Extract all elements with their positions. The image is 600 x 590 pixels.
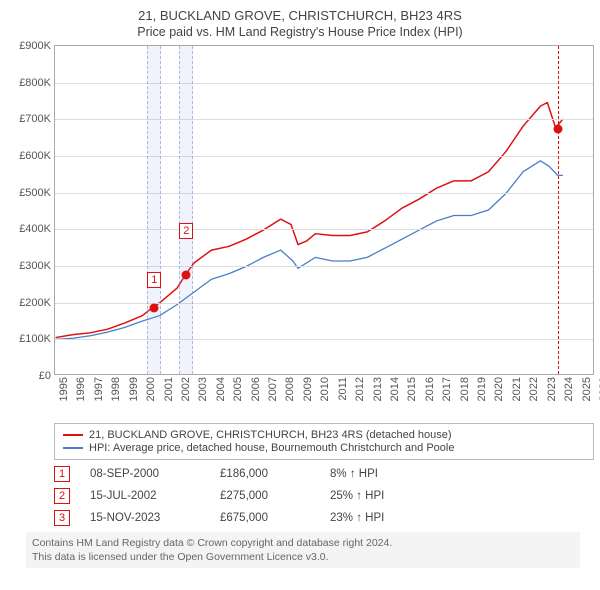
titles: 21, BUCKLAND GROVE, CHRISTCHURCH, BH23 4… bbox=[10, 8, 590, 39]
legend-item: HPI: Average price, detached house, Bour… bbox=[63, 442, 585, 454]
transactions-table: 1 08-SEP-2000 £186,000 8% ↑ HPI 2 15-JUL-2002… bbox=[54, 466, 594, 526]
transaction-hpi: 8% ↑ HPI bbox=[330, 468, 450, 480]
transaction-num: 3 bbox=[54, 510, 70, 526]
x-axis-label: 2006 bbox=[250, 377, 262, 401]
y-axis-label: £200K bbox=[11, 297, 51, 309]
title-subtitle: Price paid vs. HM Land Registry's House … bbox=[10, 25, 590, 39]
legend: 21, BUCKLAND GROVE, CHRISTCHURCH, BH23 4… bbox=[54, 423, 594, 460]
y-axis-label: £300K bbox=[11, 260, 51, 272]
y-axis-label: £900K bbox=[11, 40, 51, 52]
gridline bbox=[55, 303, 593, 304]
x-axis-label: 2020 bbox=[493, 377, 505, 401]
x-axis-label: 2024 bbox=[563, 377, 575, 401]
transaction-num: 1 bbox=[54, 466, 70, 482]
x-axis-label: 2009 bbox=[302, 377, 314, 401]
footer-attribution: Contains HM Land Registry data © Crown c… bbox=[26, 532, 580, 568]
x-axis-label: 1999 bbox=[128, 377, 140, 401]
transaction-price: £275,000 bbox=[220, 490, 310, 502]
transaction-price: £675,000 bbox=[220, 512, 310, 524]
gridline bbox=[55, 339, 593, 340]
transaction-date: 08-SEP-2000 bbox=[90, 468, 200, 480]
footer-line: This data is licensed under the Open Gov… bbox=[32, 550, 574, 564]
y-axis-label: £0 bbox=[11, 370, 51, 382]
highlight-band bbox=[147, 46, 161, 374]
x-axis-labels: 1995 1996 1997 1998 1999 2000 2001 2002 2003 2004… bbox=[54, 375, 594, 417]
transaction-hpi: 23% ↑ HPI bbox=[330, 512, 450, 524]
x-axis-label: 2010 bbox=[319, 377, 331, 401]
title-address: 21, BUCKLAND GROVE, CHRISTCHURCH, BH23 4… bbox=[10, 8, 590, 23]
x-axis-label: 2005 bbox=[232, 377, 244, 401]
transaction-row: 3 15-NOV-2023 £675,000 23% ↑ HPI bbox=[54, 510, 594, 526]
x-axis-label: 1998 bbox=[110, 377, 122, 401]
x-axis-label: 2017 bbox=[441, 377, 453, 401]
marker-dot bbox=[182, 271, 191, 280]
x-axis-label: 2025 bbox=[581, 377, 593, 401]
x-axis-label: 2007 bbox=[267, 377, 279, 401]
marker-dot bbox=[554, 124, 563, 133]
x-axis-label: 2021 bbox=[511, 377, 523, 401]
x-axis-label: 2013 bbox=[372, 377, 384, 401]
chart-container: 21, BUCKLAND GROVE, CHRISTCHURCH, BH23 4… bbox=[0, 0, 600, 590]
series-line-hpi bbox=[56, 161, 563, 340]
legend-item: 21, BUCKLAND GROVE, CHRISTCHURCH, BH23 4… bbox=[63, 429, 585, 441]
x-axis-label: 2004 bbox=[215, 377, 227, 401]
marker-dot bbox=[150, 303, 159, 312]
marker-vline bbox=[558, 46, 559, 374]
gridline bbox=[55, 229, 593, 230]
transaction-hpi: 25% ↑ HPI bbox=[330, 490, 450, 502]
footer-line: Contains HM Land Registry data © Crown c… bbox=[32, 536, 574, 550]
transaction-price: £186,000 bbox=[220, 468, 310, 480]
gridline bbox=[55, 83, 593, 84]
x-axis-label: 2019 bbox=[476, 377, 488, 401]
legend-swatch-blue bbox=[63, 447, 83, 449]
x-axis-label: 1995 bbox=[58, 377, 70, 401]
highlight-band bbox=[179, 46, 194, 374]
transaction-row: 2 15-JUL-2002 £275,000 25% ↑ HPI bbox=[54, 488, 594, 504]
gridline bbox=[55, 193, 593, 194]
x-axis-label: 2016 bbox=[424, 377, 436, 401]
x-axis-label: 2011 bbox=[337, 377, 349, 401]
gridline bbox=[55, 266, 593, 267]
transaction-date: 15-NOV-2023 bbox=[90, 512, 200, 524]
x-axis-label: 2014 bbox=[389, 377, 401, 401]
x-axis-label: 2015 bbox=[406, 377, 418, 401]
y-axis-label: £800K bbox=[11, 77, 51, 89]
y-axis-label: £400K bbox=[11, 223, 51, 235]
x-axis-label: 2001 bbox=[163, 377, 175, 401]
x-axis-label: 2023 bbox=[546, 377, 558, 401]
y-axis-label: £100K bbox=[11, 333, 51, 345]
y-axis-label: £700K bbox=[11, 113, 51, 125]
y-axis-label: £500K bbox=[11, 187, 51, 199]
gridline bbox=[55, 156, 593, 157]
x-axis-label: 2002 bbox=[180, 377, 192, 401]
y-axis-label: £600K bbox=[11, 150, 51, 162]
plot-area: £0£100K£200K£300K£400K£500K£600K£700K£80… bbox=[54, 45, 594, 375]
marker-label: 2 bbox=[179, 223, 193, 239]
transaction-row: 1 08-SEP-2000 £186,000 8% ↑ HPI bbox=[54, 466, 594, 482]
x-axis-label: 1997 bbox=[93, 377, 105, 401]
x-axis-label: 2012 bbox=[354, 377, 366, 401]
legend-label: HPI: Average price, detached house, Bour… bbox=[89, 442, 454, 454]
transaction-date: 15-JUL-2002 bbox=[90, 490, 200, 502]
marker-label: 1 bbox=[147, 272, 161, 288]
x-axis-label: 2008 bbox=[284, 377, 296, 401]
x-axis-label: 2003 bbox=[197, 377, 209, 401]
legend-label: 21, BUCKLAND GROVE, CHRISTCHURCH, BH23 4… bbox=[89, 429, 452, 441]
transaction-num: 2 bbox=[54, 488, 70, 504]
gridline bbox=[55, 119, 593, 120]
x-axis-label: 2000 bbox=[145, 377, 157, 401]
x-axis-label: 2018 bbox=[459, 377, 471, 401]
x-axis-label: 1996 bbox=[75, 377, 87, 401]
x-axis-label: 2022 bbox=[528, 377, 540, 401]
line-series-svg bbox=[55, 46, 593, 374]
legend-swatch-red bbox=[63, 434, 83, 436]
